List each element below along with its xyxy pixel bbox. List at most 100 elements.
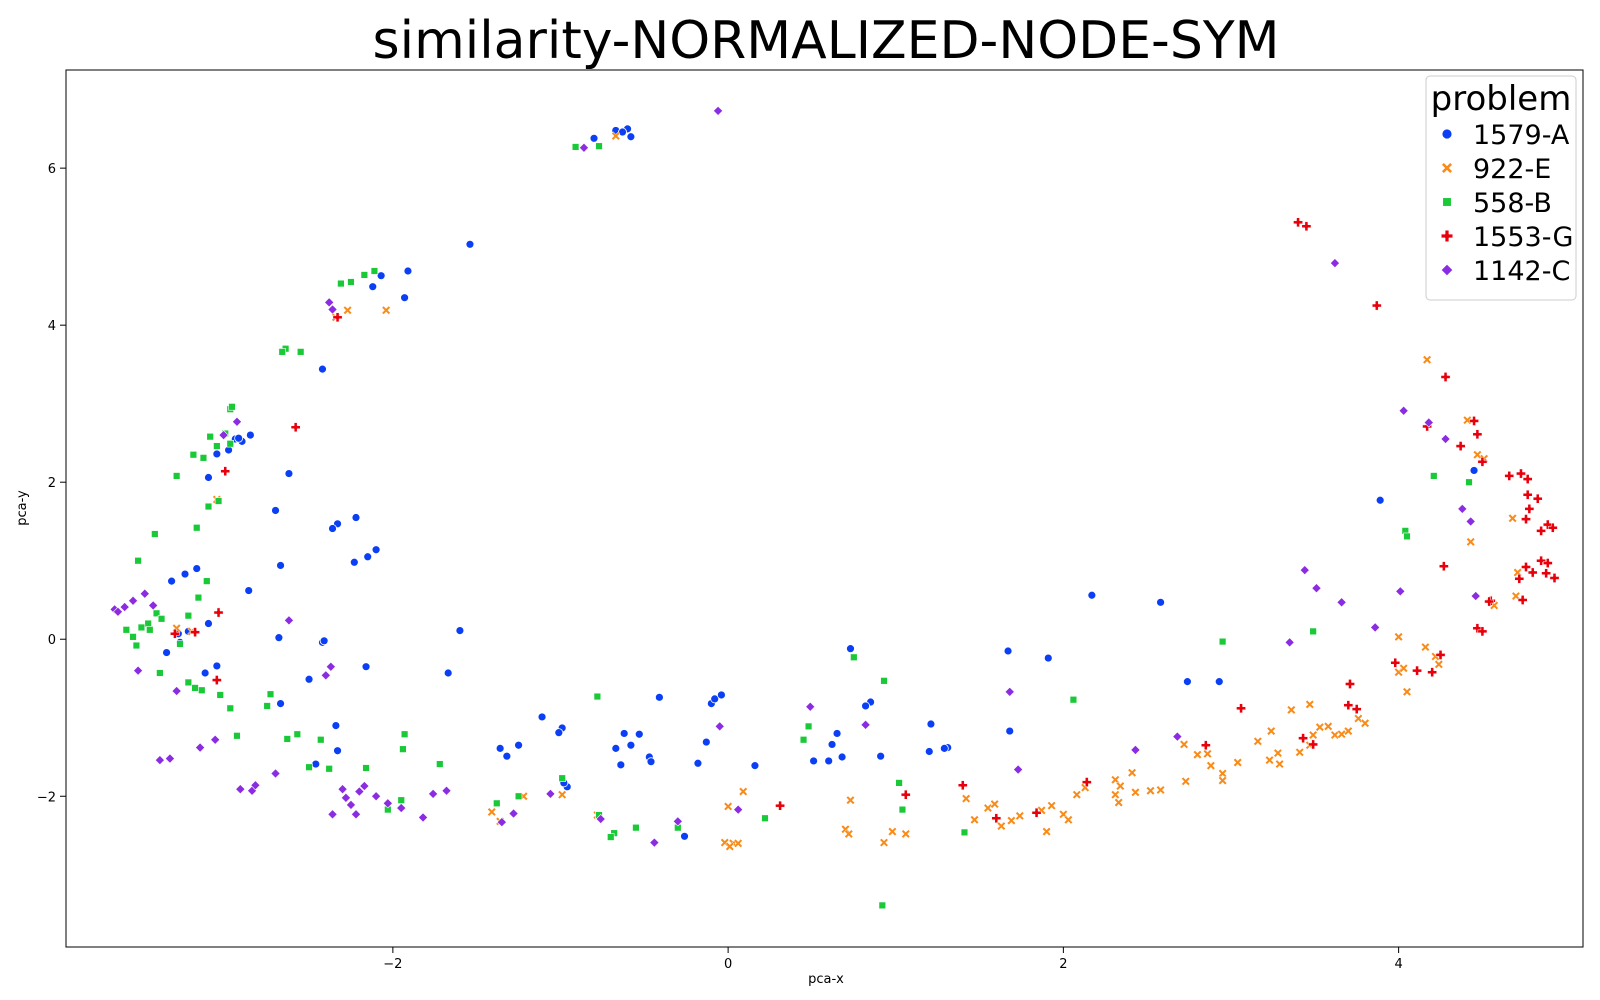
data-point (991, 813, 1002, 824)
data-point (1469, 466, 1479, 475)
data-point (1403, 532, 1411, 541)
data-point (1477, 456, 1488, 467)
data-point (156, 669, 164, 677)
data-point (1542, 558, 1553, 568)
data-point (578, 142, 589, 153)
data-point (1477, 626, 1488, 637)
x-tick-label: 2 (1059, 957, 1067, 972)
data-point (1127, 768, 1137, 778)
data-point (1336, 597, 1347, 608)
data-point (1455, 441, 1466, 451)
data-point (172, 472, 181, 480)
data-point (191, 684, 199, 692)
data-point (231, 416, 243, 427)
data-point (1472, 450, 1482, 460)
data-point (1435, 650, 1446, 660)
data-point (593, 692, 602, 701)
data-point (400, 730, 409, 738)
data-point (876, 751, 886, 761)
legend-marker-1553-G (1441, 230, 1453, 242)
data-point (723, 801, 733, 812)
data-point (1214, 677, 1224, 687)
data-point (1343, 700, 1354, 711)
data-point (1395, 586, 1406, 597)
data-point (1360, 718, 1370, 728)
data-point (809, 756, 819, 766)
data-point (203, 577, 211, 585)
data-point (1081, 777, 1092, 787)
data-point (1345, 679, 1355, 689)
data-point (1115, 781, 1125, 791)
data-point (1399, 663, 1409, 673)
data-point (1427, 667, 1437, 678)
data-point (595, 813, 606, 825)
data-point (701, 737, 711, 747)
data-point (632, 823, 640, 832)
data-point (1469, 416, 1479, 426)
data-point (844, 829, 854, 839)
data-point (400, 293, 410, 303)
data-point (845, 795, 856, 805)
data-point (332, 312, 343, 323)
data-point (376, 271, 386, 281)
data-point (733, 838, 743, 848)
data-point (1522, 489, 1533, 500)
plot-area (65, 69, 1584, 948)
data-point (184, 678, 193, 687)
y-tick-label: 0 (48, 633, 56, 648)
data-point (1466, 537, 1476, 547)
data-point (210, 734, 221, 745)
data-point (1130, 787, 1140, 797)
data-point (733, 804, 744, 815)
data-point (626, 132, 636, 142)
data-point (537, 712, 547, 722)
data-point (824, 756, 834, 766)
data-point (672, 816, 683, 827)
data-point (846, 644, 855, 654)
data-point (832, 729, 842, 738)
data-point (1233, 757, 1243, 768)
data-point (134, 557, 142, 565)
data-point (983, 803, 993, 813)
data-point (465, 239, 475, 249)
data-point (1218, 775, 1228, 786)
data-point (634, 729, 644, 739)
data-point (926, 719, 936, 729)
data-point (1353, 713, 1363, 724)
data-point (119, 602, 130, 613)
data-points (109, 105, 1560, 910)
data-point (195, 742, 206, 753)
data-point (680, 831, 689, 841)
y-tick-label: 4 (48, 319, 56, 334)
data-point (193, 524, 201, 532)
data-point (493, 799, 501, 808)
data-point (1298, 733, 1308, 744)
data-point (293, 730, 302, 738)
data-point (1422, 355, 1432, 365)
data-point (571, 143, 580, 151)
data-point (1284, 637, 1295, 648)
data-point (900, 789, 911, 800)
data-point (271, 506, 280, 515)
data-point (333, 746, 342, 756)
data-point (804, 722, 813, 731)
data-point (1006, 816, 1016, 826)
y-tick-label: 6 (48, 162, 56, 177)
data-point (233, 732, 241, 740)
data-point (218, 430, 229, 441)
data-point (228, 403, 236, 411)
data-point (350, 809, 362, 820)
series-558-B (122, 142, 1473, 910)
data-point (283, 615, 294, 626)
data-point (139, 588, 150, 599)
data-point (1420, 642, 1430, 652)
x-tick-label: 0 (724, 957, 732, 972)
data-point (343, 305, 353, 315)
legend-label: 1553-G (1473, 222, 1573, 253)
data-point (1394, 632, 1404, 642)
data-point (878, 901, 887, 910)
data-point (861, 701, 870, 711)
data-point (1311, 583, 1322, 594)
data-point (1375, 495, 1385, 505)
data-point (1323, 721, 1333, 731)
